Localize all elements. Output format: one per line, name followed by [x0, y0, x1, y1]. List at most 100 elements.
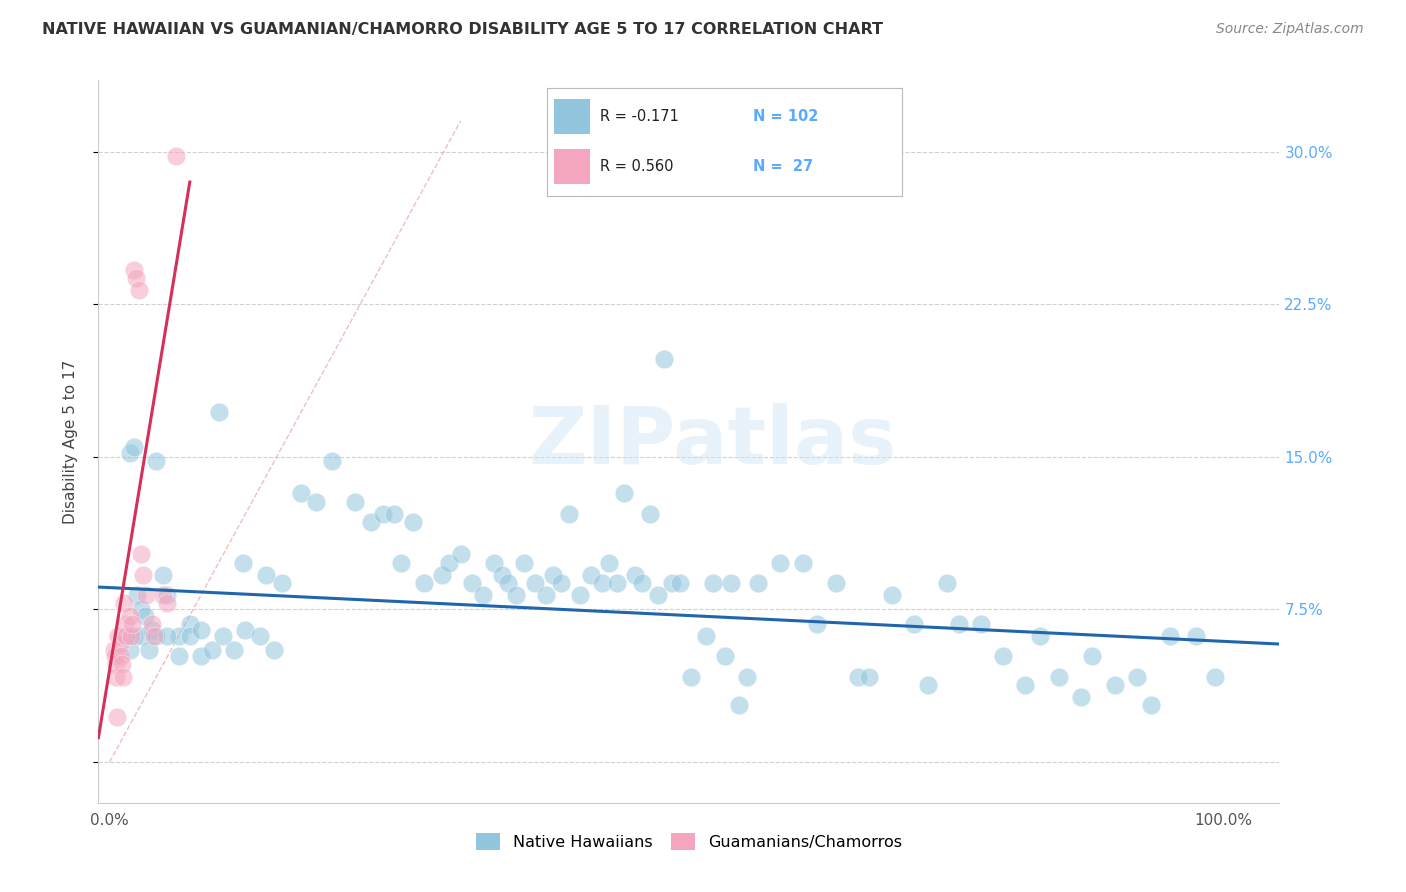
Point	[138, 643, 160, 657]
Point	[936, 576, 959, 591]
Point	[271, 576, 294, 591]
Point	[208, 405, 231, 419]
Point	[165, 148, 187, 162]
Point	[224, 643, 246, 657]
Point	[129, 629, 152, 643]
Point	[108, 637, 131, 651]
Point	[127, 588, 149, 602]
Point	[104, 649, 127, 664]
Point	[156, 629, 179, 643]
Text: Source: ZipAtlas.com: Source: ZipAtlas.com	[1216, 22, 1364, 37]
Point	[498, 576, 520, 591]
Point	[120, 629, 142, 643]
Point	[105, 710, 128, 724]
Point	[112, 596, 135, 610]
Point	[190, 649, 212, 664]
Point	[143, 629, 166, 643]
Point	[991, 649, 1014, 664]
Point	[105, 657, 128, 672]
Point	[450, 548, 472, 562]
Text: NATIVE HAWAIIAN VS GUAMANIAN/CHAMORRO DISABILITY AGE 5 TO 17 CORRELATION CHART: NATIVE HAWAIIAN VS GUAMANIAN/CHAMORRO DI…	[42, 22, 883, 37]
Point	[263, 643, 285, 657]
Point	[122, 629, 145, 643]
Point	[1029, 629, 1052, 643]
Point	[145, 629, 167, 643]
Point	[115, 629, 138, 643]
Point	[647, 588, 669, 602]
Point	[129, 548, 152, 562]
Point	[254, 567, 277, 582]
Point	[401, 515, 423, 529]
Point	[550, 576, 572, 591]
Point	[141, 623, 163, 637]
Point	[360, 515, 382, 529]
Point	[439, 556, 461, 570]
Point	[179, 629, 201, 643]
Point	[232, 556, 254, 570]
Point	[121, 616, 143, 631]
Point	[371, 507, 394, 521]
Point	[482, 556, 505, 570]
Point	[747, 576, 769, 591]
Point	[132, 567, 155, 582]
Point	[412, 576, 434, 591]
Point	[654, 352, 676, 367]
Point	[681, 670, 703, 684]
Point	[505, 588, 527, 602]
Point	[321, 454, 343, 468]
Point	[948, 616, 970, 631]
Point	[536, 588, 558, 602]
Point	[695, 629, 717, 643]
Point	[792, 556, 814, 570]
Point	[391, 556, 413, 570]
Point	[343, 494, 366, 508]
Text: ZIPatlas: ZIPatlas	[529, 402, 897, 481]
Y-axis label: Disability Age 5 to 17: Disability Age 5 to 17	[63, 359, 77, 524]
Point	[1014, 678, 1036, 692]
Point	[661, 576, 683, 591]
Point	[858, 670, 880, 684]
Point	[134, 608, 156, 623]
Point	[598, 556, 620, 570]
Point	[179, 616, 201, 631]
Point	[605, 576, 627, 591]
Point	[145, 454, 167, 468]
Point	[167, 649, 190, 664]
Point	[156, 588, 179, 602]
Point	[491, 567, 513, 582]
Point	[105, 670, 128, 684]
Point	[471, 588, 494, 602]
Point	[111, 670, 134, 684]
Point	[1070, 690, 1092, 704]
Point	[591, 576, 613, 591]
Point	[669, 576, 692, 591]
Point	[128, 283, 150, 297]
Point	[114, 616, 136, 631]
Point	[613, 486, 636, 500]
Point	[135, 588, 157, 602]
Point	[917, 678, 939, 692]
Point	[1126, 670, 1149, 684]
Point	[201, 643, 224, 657]
Point	[1047, 670, 1070, 684]
Point	[118, 446, 141, 460]
Point	[125, 270, 148, 285]
Point	[557, 507, 579, 521]
Point	[190, 623, 212, 637]
Point	[846, 670, 869, 684]
Point	[735, 670, 758, 684]
Point	[156, 596, 179, 610]
Legend: Native Hawaiians, Guamanians/Chamorros: Native Hawaiians, Guamanians/Chamorros	[470, 827, 908, 856]
Point	[825, 576, 848, 591]
Point	[129, 602, 152, 616]
Point	[1081, 649, 1104, 664]
Point	[103, 643, 125, 657]
Point	[970, 616, 993, 631]
Point	[249, 629, 271, 643]
Point	[524, 576, 547, 591]
Point	[115, 629, 138, 643]
Point	[290, 486, 312, 500]
Point	[1159, 629, 1181, 643]
Point	[212, 629, 235, 643]
Point	[880, 588, 903, 602]
